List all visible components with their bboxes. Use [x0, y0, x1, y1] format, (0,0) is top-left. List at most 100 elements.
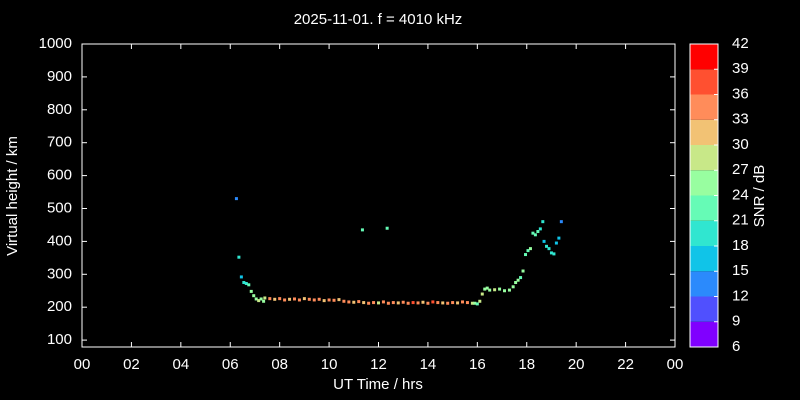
- y-tick-label: 300: [47, 265, 72, 282]
- point: [426, 301, 430, 305]
- point: [317, 297, 321, 301]
- colorbar-tick-label: 21: [732, 212, 749, 229]
- chart-title: 2025-11-01. f = 4010 kHz: [294, 11, 463, 28]
- point: [273, 297, 277, 301]
- point: [302, 297, 306, 301]
- point: [386, 301, 390, 305]
- y-tick-label: 800: [47, 101, 72, 118]
- point: [503, 289, 507, 293]
- point: [514, 281, 518, 285]
- colorbar-label: SNR / dB: [751, 165, 768, 228]
- point: [488, 288, 492, 292]
- point: [465, 301, 469, 305]
- point: [480, 292, 484, 296]
- x-tick-label: 00: [74, 356, 91, 373]
- colorbar-segment: [690, 145, 718, 171]
- colorbar-tick-label: 24: [732, 186, 749, 203]
- point: [507, 288, 511, 292]
- point: [475, 302, 479, 306]
- colorbar-tick-label: 36: [732, 85, 749, 102]
- y-tick-label: 500: [47, 199, 72, 216]
- y-tick-label: 200: [47, 298, 72, 315]
- x-tick-label: 08: [271, 356, 288, 373]
- point: [381, 300, 385, 304]
- point: [441, 301, 445, 305]
- point: [278, 297, 282, 301]
- point: [357, 300, 361, 304]
- point: [396, 301, 400, 305]
- x-tick-label: 06: [222, 356, 239, 373]
- point: [312, 298, 316, 302]
- point: [249, 289, 253, 293]
- point: [263, 296, 267, 300]
- point: [347, 300, 351, 304]
- colorbar-segment: [690, 69, 718, 95]
- point: [332, 298, 336, 302]
- colorbar-segment: [690, 296, 718, 322]
- x-tick-label: 22: [617, 356, 634, 373]
- point: [545, 244, 549, 248]
- colorbar-segment: [690, 246, 718, 272]
- colorbar-tick-label: 9: [732, 313, 740, 330]
- y-axis-label: Virtual height / km: [4, 136, 21, 256]
- point: [538, 227, 542, 231]
- x-axis-label: UT Time / hrs: [333, 376, 423, 393]
- point: [431, 300, 435, 304]
- point: [493, 288, 497, 292]
- colorbar-segment: [690, 195, 718, 221]
- point: [559, 220, 563, 224]
- point: [288, 297, 292, 301]
- point: [547, 247, 551, 251]
- y-tick-label: 600: [47, 167, 72, 184]
- y-tick-label: 1000: [39, 35, 72, 52]
- point: [244, 282, 248, 286]
- x-tick-label: 04: [172, 356, 189, 373]
- point: [554, 241, 558, 245]
- point: [533, 233, 537, 237]
- point: [391, 301, 395, 305]
- y-tick-label: 900: [47, 68, 72, 85]
- point: [367, 301, 371, 305]
- point: [549, 251, 553, 255]
- point: [416, 301, 420, 305]
- colorbar-tick-label: 18: [732, 237, 749, 254]
- point: [542, 239, 546, 243]
- x-tick-label: 02: [123, 356, 140, 373]
- colorbar-tick-label: 33: [732, 111, 749, 128]
- point: [257, 299, 261, 303]
- point: [541, 220, 545, 224]
- point: [511, 285, 515, 289]
- y-tick-label: 700: [47, 134, 72, 151]
- point: [322, 299, 326, 303]
- y-tick-label: 100: [47, 331, 72, 348]
- point: [259, 297, 263, 301]
- point: [451, 301, 455, 305]
- colorbar-tick-label: 15: [732, 262, 749, 279]
- point: [297, 298, 301, 302]
- point: [526, 249, 530, 253]
- point: [327, 298, 331, 302]
- x-tick-label: 14: [420, 356, 437, 373]
- point: [254, 297, 258, 301]
- colorbar-segment: [690, 220, 718, 246]
- colorbar-segment: [690, 170, 718, 196]
- point: [360, 228, 364, 232]
- point: [262, 299, 266, 303]
- colorbar-segment: [690, 119, 718, 145]
- point: [456, 301, 460, 305]
- point: [247, 283, 251, 287]
- point: [531, 231, 535, 235]
- point: [557, 236, 561, 240]
- point: [242, 281, 246, 285]
- point: [436, 301, 440, 305]
- point: [521, 269, 525, 273]
- point: [461, 300, 465, 304]
- point: [446, 301, 450, 305]
- colorbar-tick-label: 6: [732, 338, 740, 355]
- x-tick-label: 20: [568, 356, 585, 373]
- point: [406, 301, 410, 305]
- point: [528, 247, 532, 251]
- colorbar-segment: [690, 271, 718, 297]
- point: [239, 275, 243, 279]
